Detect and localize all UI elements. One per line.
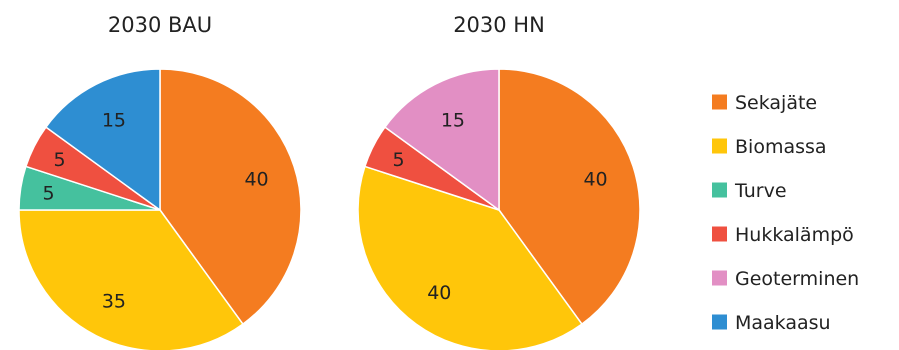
pie-slice	[498, 68, 641, 326]
legend-swatch	[712, 94, 727, 110]
slice-label: 40	[583, 169, 607, 191]
pie-slice	[357, 165, 583, 350]
legend-swatch	[712, 182, 727, 198]
legend-item: Geoterminen	[712, 268, 859, 290]
legend-item: Maakaasu	[712, 312, 831, 334]
legend-label: Sekajäte	[735, 92, 817, 114]
legend-swatch	[712, 138, 727, 154]
slice-label: 15	[441, 110, 465, 132]
legend-label: Biomassa	[735, 136, 827, 158]
legend: Sekajäte Biomassa Turve Hukkalämpö Geotermin…	[712, 92, 859, 334]
legend-label: Maakaasu	[735, 312, 831, 334]
pie-slice	[44, 68, 161, 212]
pie-title: 2030 BAU	[108, 13, 212, 37]
slice-label: 35	[102, 290, 126, 312]
pie-slice	[18, 209, 244, 350]
pie-slice	[383, 68, 500, 212]
slice-label: 5	[392, 149, 404, 171]
pies-layer: 2030 BAU 40 35 5 5 15 2030 HN 40 40 5 15	[18, 13, 641, 350]
legend-item: Turve	[712, 180, 787, 202]
legend-label: Turve	[734, 180, 787, 202]
slice-label: 40	[244, 169, 268, 191]
legend-label: Geoterminen	[735, 268, 859, 290]
legend-label: Hukkalämpö	[735, 224, 854, 246]
slice-label: 5	[53, 149, 65, 171]
legend-swatch	[712, 314, 727, 330]
pie-slice	[159, 68, 302, 326]
slice-label: 40	[427, 282, 451, 304]
legend-item: Hukkalämpö	[712, 224, 854, 246]
legend-item: Sekajäte	[712, 92, 817, 114]
pie-chart-1: 2030 BAU 40 35 5 5 15	[18, 13, 302, 350]
pie-title: 2030 HN	[453, 13, 545, 37]
legend-item: Biomassa	[712, 136, 827, 158]
slice-label: 15	[102, 110, 126, 132]
slice-label: 5	[43, 182, 55, 204]
pie-chart-2: 2030 HN 40 40 5 15	[357, 13, 641, 350]
legend-swatch	[712, 226, 727, 242]
legend-swatch	[712, 270, 727, 286]
